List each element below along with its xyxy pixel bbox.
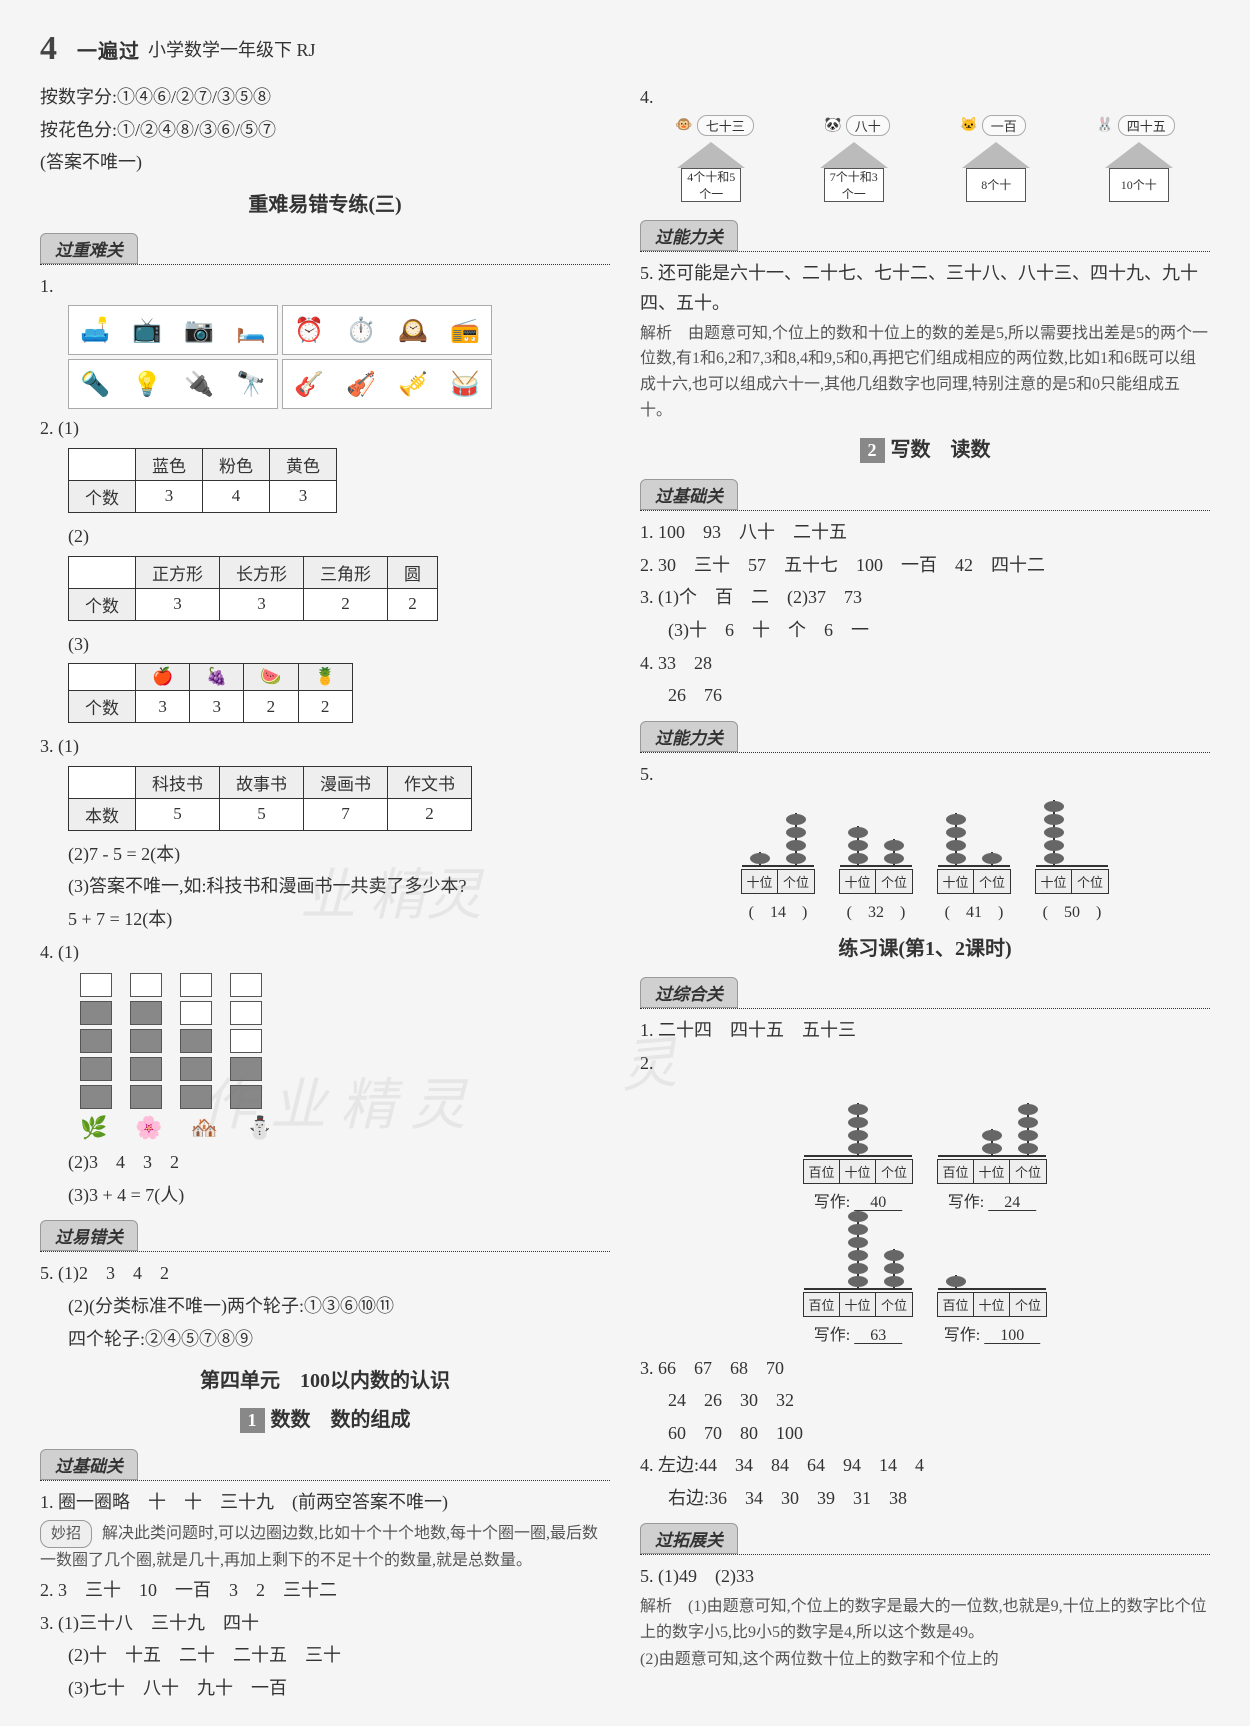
abacus: 十位个位 ( 41 ) [937,797,1011,922]
table-3-1: 科技书 故事书 漫画书 作文书 本数 5 5 7 2 [68,766,472,831]
abacus: 百位十位个位 写作: 40 [803,1087,913,1212]
table-2-3: 🍎 🍇 🍉 🍍 个数 3 3 2 2 [68,663,353,723]
page-header: 4 一遍过 小学数学一年级下 RJ [40,30,1210,68]
tab-hard: 过重难关 [40,233,138,264]
brand: 一遍过 [77,35,140,64]
intro-line: 按花色分:①/②④⑧/③⑥/⑤⑦ [40,115,610,146]
tab-ability: 过能力关 [640,220,738,251]
abacus: 百位十位个位 写作: 63 [803,1220,913,1345]
tip-badge: 妙招 [40,1520,92,1548]
special-practice-title: 重难易错专练(三) [40,188,610,217]
abacus: 十位个位 ( 32 ) [839,797,913,922]
left-column: 按数字分:①④⑥/②⑦/③⑤⑧ 按花色分:①/②④⑧/③⑥/⑤⑦ (答案不唯一)… [40,80,610,1706]
q1-label: 1. [40,271,610,302]
page-number: 4 [40,30,57,68]
q2-label: 2. (1) [40,413,610,444]
houses-row: 4个十和5个一 7个十和3个一 8个十 10个十 [640,142,1210,202]
section-2-title: 2写数 读数 [640,433,1210,463]
table-2-2: 正方形 长方形 三角形 圆 个数 3 3 2 2 [68,556,438,621]
intro-line: (答案不唯一) [40,147,610,178]
tab-easy-err: 过易错关 [40,1220,138,1251]
unit4-title: 第四单元 100以内数的认识 [40,1364,610,1393]
table-2-1: 蓝色 粉色 黄色 个数 3 4 3 [68,448,337,513]
q1-icons: 🛋️ 📺 📷 🛏️ ⏰ ⏱️ 🕰️ 📻 [68,305,610,355]
abacus: 十位个位 ( 50 ) [1035,797,1109,922]
brand-subtitle: 小学数学一年级下 RJ [148,36,316,62]
animals-row: 🐵七十三 🐼八十 🐱一百 🐰四十五 [640,115,1210,136]
tab-basic: 过基础关 [40,1449,138,1480]
intro-line: 按数字分:①④⑥/②⑦/③⑤⑧ [40,82,610,113]
abacus: 百位十位个位 写作: 24 [937,1087,1047,1212]
practice-title: 练习课(第1、2课时) [640,932,1210,961]
q4-grid [80,973,610,1109]
abacus-row-2b: 百位十位个位 写作: 63 百位十位个位 写作: 100 [640,1220,1210,1345]
abacus-row-2a: 百位十位个位 写作: 40 百位十位个位 写作: 24 [640,1087,1210,1212]
abacus: 百位十位个位 写作: 100 [937,1220,1047,1345]
section-1-title: 1数数 数的组成 [40,1403,610,1433]
right-column: 4. 🐵七十三 🐼八十 🐱一百 🐰四十五 4个十和5个一 7个十和3个一 8个十… [640,80,1210,1706]
abacus: 十位个位 ( 14 ) [741,797,815,922]
abacus-row-1: 十位个位 ( 14 ) 十位个位 ( 32 ) 十位个位 ( 41 ) 十位个位… [640,797,1210,922]
